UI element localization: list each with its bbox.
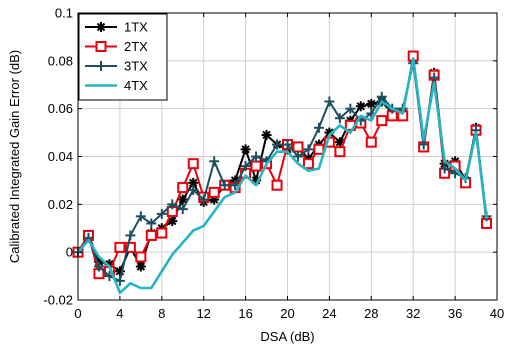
data-point-1tx	[261, 129, 272, 140]
data-point-2tx	[187, 158, 199, 170]
x-tick-label: 36	[448, 306, 462, 321]
data-point-3tx	[251, 151, 262, 162]
data-point-3tx	[125, 230, 136, 241]
data-point-2tx	[313, 143, 325, 155]
legend-swatch-marker	[96, 61, 106, 71]
data-point-2tx	[250, 160, 262, 172]
series-line-4tx	[77, 57, 488, 295]
y-tick-label: 0.04	[48, 149, 73, 164]
x-tick-label: 24	[322, 306, 336, 321]
y-axis-label: Calibrated Integrated Gain Error (dB)	[7, 50, 22, 263]
data-point-3tx	[240, 161, 251, 172]
data-point-2tx	[156, 227, 168, 239]
data-point-1tx	[366, 98, 377, 109]
data-point-3tx	[313, 122, 324, 133]
y-tick-label: 0.02	[48, 197, 73, 212]
data-point-2tx	[145, 229, 157, 241]
legend-item-1tx: 1TX	[85, 20, 148, 35]
data-point-3tx	[219, 180, 230, 191]
data-point-3tx	[198, 194, 209, 205]
data-point-3tx	[324, 96, 335, 107]
star-marker-stroke	[178, 195, 187, 204]
data-point-2tx	[124, 241, 136, 253]
x-tick-label: 0	[74, 306, 81, 321]
data-point-1tx	[355, 101, 366, 112]
legend-label: 2TX	[124, 39, 148, 54]
legend-label: 4TX	[124, 78, 148, 93]
x-tick-label: 40	[490, 306, 504, 321]
legend-item-2tx: 2TX	[85, 39, 148, 54]
y-tick-label: 0	[66, 245, 73, 260]
data-point-2tx	[208, 186, 220, 198]
star-marker-stroke	[136, 262, 146, 271]
data-point-2tx	[292, 141, 304, 153]
star-marker-stroke	[96, 22, 106, 32]
data-point-3tx	[93, 261, 104, 272]
data-point-2tx	[177, 182, 189, 194]
y-tick-label: 0.06	[48, 101, 73, 116]
star-marker-stroke	[335, 137, 345, 147]
data-point-1tx	[135, 261, 146, 272]
y-tick-label: -0.02	[43, 293, 73, 308]
legend-label: 3TX	[124, 59, 148, 74]
data-point-3tx	[418, 139, 429, 150]
x-tick-label: 8	[158, 306, 165, 321]
x-axis-label: DSA (dB)	[260, 329, 314, 344]
data-point-1tx	[240, 144, 251, 155]
data-point-3tx	[429, 72, 440, 83]
legend-item-3tx: 3TX	[85, 59, 148, 74]
star-marker-stroke	[189, 178, 198, 188]
data-point-3tx	[188, 184, 199, 195]
data-point-3tx	[376, 91, 387, 102]
data-point-2tx	[365, 136, 377, 148]
data-point-3tx	[177, 204, 188, 215]
data-point-1tx	[177, 194, 188, 205]
x-tick-label: 28	[364, 306, 378, 321]
legend-label: 1TX	[124, 20, 148, 35]
legend: 1TX 2TX 3TX 4TX	[78, 13, 168, 101]
data-point-3tx	[439, 163, 450, 174]
x-tick-label: 4	[116, 306, 123, 321]
x-tick-label: 16	[238, 306, 252, 321]
legend-swatch-marker	[95, 41, 107, 52]
legend-item-4tx: 4TX	[85, 78, 148, 93]
star-marker-stroke	[325, 128, 334, 137]
data-point-2tx	[376, 115, 388, 127]
star-marker-stroke	[367, 99, 376, 109]
data-point-2tx	[302, 158, 314, 170]
series-4tx	[77, 57, 488, 295]
star-marker-stroke	[241, 145, 250, 154]
x-tick-label: 12	[196, 306, 210, 321]
y-tick-label: 0.08	[48, 53, 73, 68]
data-point-3tx	[167, 199, 178, 210]
data-point-3tx	[334, 113, 345, 124]
x-tick-label: 32	[406, 306, 420, 321]
data-point-2tx	[334, 146, 346, 158]
data-point-3tx	[146, 218, 157, 229]
ticks: 0 4 8 12 16 20 24 28 32 36 40-0.0200.020.040.060.0…	[43, 6, 504, 322]
data-point-2tx	[135, 251, 147, 263]
data-point-1tx	[167, 216, 178, 227]
data-point-3tx	[282, 139, 293, 150]
data-point-3tx	[156, 208, 167, 219]
data-point-3tx	[303, 144, 314, 155]
data-point-2tx	[114, 241, 126, 253]
data-point-3tx	[292, 151, 303, 162]
legend-swatch-marker	[96, 22, 106, 32]
y-tick-label: 0.1	[55, 6, 73, 21]
star-marker-stroke	[168, 216, 177, 226]
data-point-3tx	[209, 156, 220, 167]
x-tick-label: 20	[280, 306, 294, 321]
data-point-2tx	[271, 179, 283, 191]
data-point-3tx	[135, 211, 146, 222]
data-point-3tx	[345, 103, 356, 114]
data-point-3tx	[272, 139, 283, 150]
star-marker-stroke	[356, 102, 366, 111]
star-marker-stroke	[262, 130, 271, 140]
data-point-3tx	[114, 275, 125, 286]
